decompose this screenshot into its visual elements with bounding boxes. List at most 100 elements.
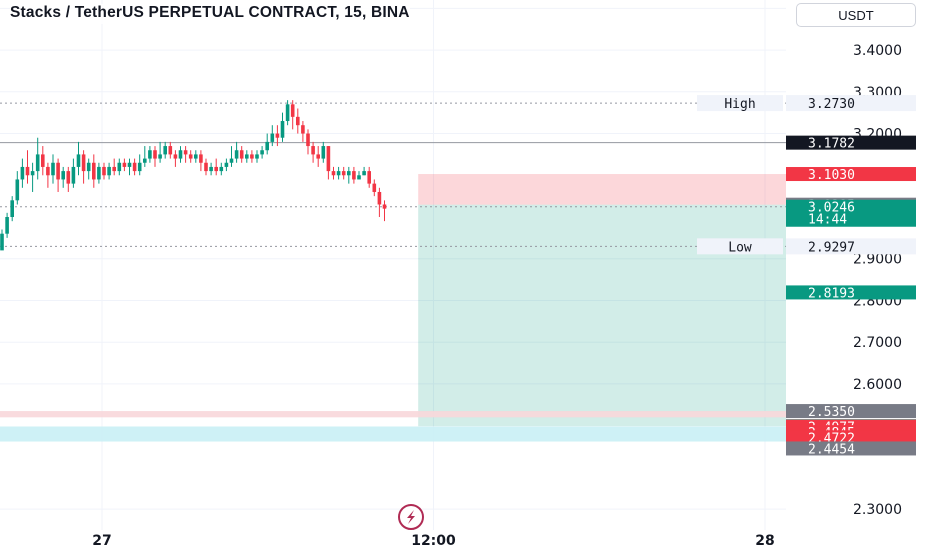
candle[interactable] xyxy=(357,175,361,180)
candle[interactable] xyxy=(204,162,208,172)
candle[interactable] xyxy=(35,154,40,172)
candle[interactable] xyxy=(234,150,239,159)
price-zone[interactable] xyxy=(0,426,786,442)
level-price-tag xyxy=(786,238,916,255)
candle[interactable] xyxy=(97,166,101,180)
candle[interactable] xyxy=(347,171,351,176)
candle[interactable] xyxy=(214,166,218,172)
candle[interactable] xyxy=(255,154,259,159)
candle[interactable] xyxy=(321,146,326,159)
candle[interactable] xyxy=(377,191,382,205)
candle[interactable] xyxy=(188,154,193,159)
candle[interactable] xyxy=(199,154,203,163)
candle[interactable] xyxy=(362,171,366,176)
candle[interactable] xyxy=(163,146,167,155)
candle[interactable] xyxy=(51,162,55,176)
candle[interactable] xyxy=(265,141,269,151)
candle[interactable] xyxy=(275,133,280,138)
candle[interactable] xyxy=(270,133,275,142)
candle[interactable] xyxy=(311,146,315,155)
candle[interactable] xyxy=(76,154,81,167)
candle[interactable] xyxy=(239,150,244,159)
candle[interactable] xyxy=(219,166,224,172)
candle[interactable] xyxy=(229,158,234,163)
price-tag xyxy=(786,167,916,182)
candle[interactable] xyxy=(280,121,285,138)
candle[interactable] xyxy=(25,166,30,176)
level-name-tag xyxy=(697,95,783,112)
candle[interactable] xyxy=(66,171,71,184)
candle[interactable] xyxy=(122,162,127,167)
y-tick-label: 2.3000 xyxy=(853,502,902,518)
candle[interactable] xyxy=(10,200,14,218)
candle[interactable] xyxy=(46,166,50,176)
candle[interactable] xyxy=(372,183,377,192)
candle[interactable] xyxy=(326,146,331,172)
candle[interactable] xyxy=(127,162,132,167)
candle[interactable] xyxy=(183,150,188,155)
candle[interactable] xyxy=(224,162,229,167)
candle[interactable] xyxy=(71,166,76,184)
candle[interactable] xyxy=(260,150,264,155)
price-axis[interactable] xyxy=(786,0,932,550)
candle[interactable] xyxy=(148,150,152,159)
candle[interactable] xyxy=(209,166,213,172)
candle[interactable] xyxy=(285,104,290,122)
take-profit-zone[interactable] xyxy=(418,204,786,427)
candle[interactable] xyxy=(41,154,45,167)
candle[interactable] xyxy=(194,154,198,159)
candle[interactable] xyxy=(178,150,183,159)
candle[interactable] xyxy=(153,150,157,159)
price-tag xyxy=(786,404,916,419)
candle[interactable] xyxy=(56,162,60,180)
x-tick-label: 27 xyxy=(92,533,111,549)
currency-button[interactable]: USDT xyxy=(796,3,916,27)
candle[interactable] xyxy=(20,166,25,180)
candle[interactable] xyxy=(301,125,305,134)
candle[interactable] xyxy=(15,179,20,201)
y-tick-label: 3.4000 xyxy=(853,43,902,59)
stop-loss-zone[interactable] xyxy=(418,174,786,205)
x-tick-label: 28 xyxy=(755,533,774,549)
candle[interactable] xyxy=(92,162,96,180)
candle[interactable] xyxy=(367,171,371,184)
candle[interactable] xyxy=(137,162,142,172)
candle[interactable] xyxy=(102,166,106,176)
candle[interactable] xyxy=(5,217,9,234)
candle[interactable] xyxy=(143,158,147,163)
candle[interactable] xyxy=(30,171,35,176)
candle[interactable] xyxy=(112,166,116,172)
candle[interactable] xyxy=(250,154,254,159)
candle[interactable] xyxy=(168,146,173,155)
candle[interactable] xyxy=(86,162,91,172)
time-axis[interactable] xyxy=(0,530,786,550)
candle[interactable] xyxy=(331,171,336,176)
candle[interactable] xyxy=(107,166,111,176)
chart-title: Stacks / TetherUS PERPETUAL CONTRACT, 15… xyxy=(10,4,410,24)
price-tag xyxy=(786,285,916,300)
candle[interactable] xyxy=(0,233,4,251)
candle[interactable] xyxy=(306,133,310,147)
countdown-label: 14:44 xyxy=(808,213,847,228)
candle[interactable] xyxy=(352,171,356,180)
candle[interactable] xyxy=(336,171,341,176)
candle[interactable] xyxy=(158,154,162,159)
candle[interactable] xyxy=(132,162,137,172)
candle[interactable] xyxy=(382,204,387,209)
candle[interactable] xyxy=(81,154,86,172)
y-tick-label: 2.7000 xyxy=(853,335,902,351)
candle[interactable] xyxy=(296,116,300,126)
price-zone[interactable] xyxy=(0,411,786,418)
price-tag-label: 2.4454 xyxy=(808,442,855,457)
candle[interactable] xyxy=(290,104,295,117)
price-tag-label: 3.1782 xyxy=(808,137,855,152)
candle[interactable] xyxy=(341,171,346,176)
candle[interactable] xyxy=(316,154,320,159)
candle[interactable] xyxy=(117,162,122,172)
candle[interactable] xyxy=(245,154,249,159)
price-tag xyxy=(786,441,916,456)
candle[interactable] xyxy=(173,154,178,159)
candle[interactable] xyxy=(61,171,65,180)
